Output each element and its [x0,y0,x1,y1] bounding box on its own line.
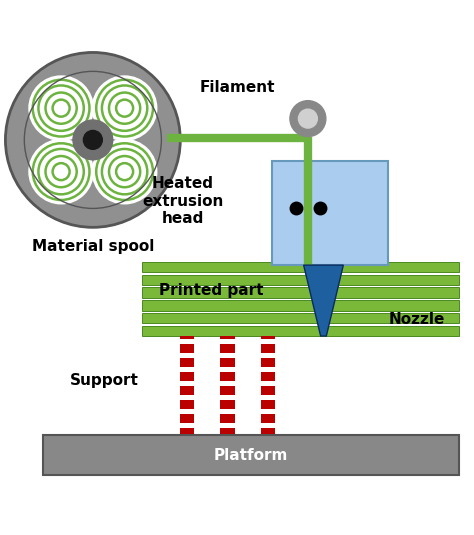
Bar [261,367,275,372]
Bar [43,435,459,476]
Bar [143,274,459,285]
Bar [143,326,459,336]
Circle shape [92,76,157,140]
Text: Material spool: Material spool [32,239,154,254]
Bar [261,381,275,386]
Circle shape [29,76,93,140]
Bar [180,395,194,400]
Circle shape [83,131,102,149]
Circle shape [92,140,157,204]
Text: Printed part: Printed part [159,283,263,298]
Polygon shape [304,265,343,336]
Bar [180,367,194,372]
Bar [180,339,194,344]
Circle shape [5,52,180,227]
Circle shape [299,109,318,128]
Text: Heated
extrusion
head: Heated extrusion head [142,177,223,226]
Bar [143,262,459,272]
Bar [143,300,459,310]
Circle shape [290,101,326,136]
Bar [220,339,235,344]
Bar [220,353,235,358]
Bar [220,336,235,434]
Bar [143,313,459,323]
Bar [273,161,388,265]
Bar [220,409,235,414]
Bar [261,395,275,400]
Bar [180,353,194,358]
Bar [220,367,235,372]
Bar [261,353,275,358]
Bar [180,423,194,428]
Bar [261,339,275,344]
Bar [220,381,235,386]
Bar [261,409,275,414]
Circle shape [73,120,113,160]
Bar [220,423,235,428]
Circle shape [29,140,93,204]
Text: Support: Support [70,373,139,388]
Bar [261,423,275,428]
Text: Platform: Platform [214,448,288,463]
Bar [261,336,275,434]
Bar [143,287,459,298]
Bar [220,395,235,400]
Bar [180,381,194,386]
Text: Nozzle: Nozzle [388,312,445,327]
Text: Filament: Filament [199,80,275,95]
Bar [180,409,194,414]
Bar [180,336,194,434]
